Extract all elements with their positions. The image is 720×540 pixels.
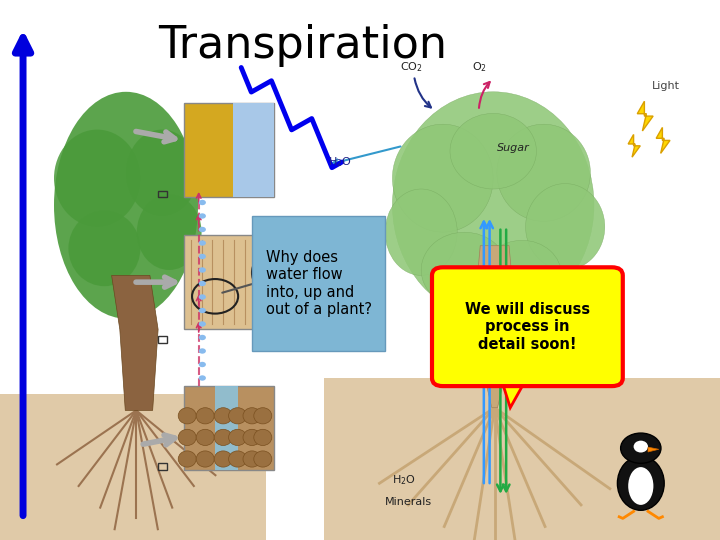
Text: Why does
water flow
into, up and
out of a plant?: Why does water flow into, up and out of … bbox=[266, 250, 372, 317]
Circle shape bbox=[199, 200, 206, 205]
Ellipse shape bbox=[196, 451, 215, 467]
Polygon shape bbox=[473, 246, 516, 408]
Ellipse shape bbox=[254, 429, 272, 445]
Circle shape bbox=[199, 281, 206, 286]
Circle shape bbox=[252, 243, 331, 302]
Circle shape bbox=[621, 433, 661, 463]
Ellipse shape bbox=[179, 451, 196, 467]
Ellipse shape bbox=[254, 451, 272, 467]
Text: We will discuss
process in
detail soon!: We will discuss process in detail soon! bbox=[465, 302, 590, 352]
Ellipse shape bbox=[54, 92, 198, 319]
FancyBboxPatch shape bbox=[215, 386, 238, 470]
Ellipse shape bbox=[215, 429, 232, 445]
Circle shape bbox=[199, 294, 206, 300]
Circle shape bbox=[274, 251, 294, 266]
Bar bbox=[158, 191, 167, 197]
Text: CO$_2$: CO$_2$ bbox=[400, 60, 423, 74]
Circle shape bbox=[199, 321, 206, 327]
Circle shape bbox=[199, 267, 206, 273]
Ellipse shape bbox=[137, 194, 202, 270]
Text: Transpiration: Transpiration bbox=[158, 24, 447, 68]
Ellipse shape bbox=[628, 467, 654, 505]
Bar bbox=[158, 463, 167, 470]
Circle shape bbox=[199, 240, 206, 246]
FancyBboxPatch shape bbox=[432, 267, 623, 386]
Ellipse shape bbox=[254, 408, 272, 424]
Circle shape bbox=[199, 375, 206, 381]
Text: Minerals: Minerals bbox=[385, 497, 432, 507]
FancyBboxPatch shape bbox=[184, 235, 274, 329]
Text: H$_2$O: H$_2$O bbox=[328, 154, 351, 168]
Ellipse shape bbox=[179, 429, 196, 445]
Ellipse shape bbox=[634, 441, 648, 453]
Ellipse shape bbox=[215, 408, 232, 424]
Text: O$_2$: O$_2$ bbox=[472, 60, 487, 74]
Circle shape bbox=[199, 308, 206, 313]
Circle shape bbox=[199, 362, 206, 367]
Ellipse shape bbox=[196, 408, 215, 424]
FancyBboxPatch shape bbox=[184, 103, 274, 197]
Ellipse shape bbox=[526, 184, 605, 270]
Ellipse shape bbox=[54, 130, 140, 227]
Polygon shape bbox=[656, 127, 670, 153]
Ellipse shape bbox=[618, 456, 664, 510]
Circle shape bbox=[199, 335, 206, 340]
Polygon shape bbox=[628, 134, 640, 157]
Ellipse shape bbox=[68, 211, 140, 286]
Polygon shape bbox=[648, 447, 659, 452]
Ellipse shape bbox=[229, 451, 246, 467]
Polygon shape bbox=[501, 378, 527, 408]
Ellipse shape bbox=[392, 92, 594, 319]
Bar bbox=[158, 336, 167, 343]
Ellipse shape bbox=[450, 113, 536, 189]
Circle shape bbox=[199, 254, 206, 259]
Polygon shape bbox=[112, 275, 158, 410]
Ellipse shape bbox=[229, 408, 246, 424]
FancyBboxPatch shape bbox=[324, 378, 720, 540]
Ellipse shape bbox=[243, 451, 261, 467]
Ellipse shape bbox=[243, 429, 261, 445]
Ellipse shape bbox=[385, 189, 457, 275]
Circle shape bbox=[199, 227, 206, 232]
FancyBboxPatch shape bbox=[233, 103, 274, 197]
FancyBboxPatch shape bbox=[184, 386, 274, 470]
Circle shape bbox=[284, 270, 304, 285]
Ellipse shape bbox=[179, 408, 196, 424]
Text: Light: Light bbox=[652, 81, 680, 91]
Ellipse shape bbox=[421, 232, 508, 308]
Ellipse shape bbox=[482, 240, 562, 310]
FancyBboxPatch shape bbox=[0, 394, 266, 540]
FancyBboxPatch shape bbox=[252, 216, 385, 351]
Ellipse shape bbox=[392, 124, 493, 232]
Text: H$_2$O: H$_2$O bbox=[392, 473, 416, 487]
Text: Sugar: Sugar bbox=[497, 143, 529, 153]
Polygon shape bbox=[637, 102, 653, 131]
Ellipse shape bbox=[229, 429, 246, 445]
Circle shape bbox=[199, 213, 206, 219]
Circle shape bbox=[292, 258, 312, 273]
Ellipse shape bbox=[126, 130, 198, 216]
Ellipse shape bbox=[243, 408, 261, 424]
Circle shape bbox=[199, 348, 206, 354]
Ellipse shape bbox=[215, 451, 232, 467]
Ellipse shape bbox=[497, 124, 590, 221]
Ellipse shape bbox=[196, 429, 215, 445]
